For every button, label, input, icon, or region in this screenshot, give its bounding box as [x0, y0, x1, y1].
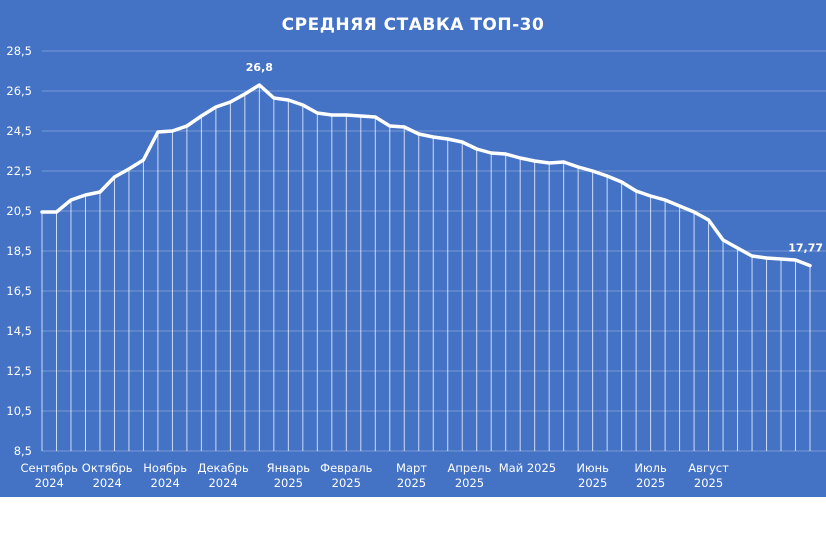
- data-label: 26,8: [246, 61, 273, 74]
- data-labels: 26,8 17,77: [246, 61, 823, 255]
- y-tick-label: 8,5: [14, 444, 32, 458]
- y-tick-label: 10,5: [6, 404, 32, 418]
- x-tick-label: Октябрь 2024: [82, 461, 133, 490]
- y-tick-label: 28,5: [6, 44, 32, 58]
- x-tick-label: Декабрь 2024: [198, 461, 249, 490]
- line-chart: СРЕДНЯЯ СТАВКА ТОП-30 8,5 10,5 12,5 14,5 16,…: [6, 15, 826, 490]
- x-tick-label: Август 2025: [688, 461, 729, 490]
- x-tick-label: Февраль 2025: [320, 461, 372, 490]
- drop-lines: [41, 85, 811, 451]
- y-tick-label: 24,5: [6, 124, 32, 138]
- data-label: 17,77: [788, 242, 823, 255]
- x-tick-label: Январь 2025: [267, 461, 311, 490]
- chart-panel: СРЕДНЯЯ СТАВКА ТОП-30 8,5 10,5 12,5 14,5 16,…: [0, 0, 826, 497]
- x-tick-label: Май 2025: [499, 461, 556, 475]
- y-tick-label: 12,5: [6, 364, 32, 378]
- y-tick-label: 20,5: [6, 204, 32, 218]
- y-tick-label: 16,5: [6, 284, 32, 298]
- x-tick-label: Июнь 2025: [576, 461, 609, 490]
- y-tick-label: 14,5: [6, 324, 32, 338]
- x-tick-label: Июль 2025: [634, 461, 667, 490]
- chart-title: СРЕДНЯЯ СТАВКА ТОП-30: [282, 15, 545, 35]
- y-tick-label: 22,5: [6, 164, 32, 178]
- series-line: [40, 83, 812, 268]
- y-tick-label: 18,5: [6, 244, 32, 258]
- x-tick-label: Апрель 2025: [448, 461, 492, 490]
- x-tick-label: Сентябрь 2024: [21, 461, 79, 490]
- x-tick-label: Ноябрь 2024: [143, 461, 187, 490]
- y-tick-label: 26,5: [6, 84, 32, 98]
- x-tick-label: Март 2025: [396, 461, 427, 490]
- y-axis-ticks: 8,5 10,5 12,5 14,5 16,5 18,5 20,5 22,5 24,5 26,5 2…: [6, 44, 32, 458]
